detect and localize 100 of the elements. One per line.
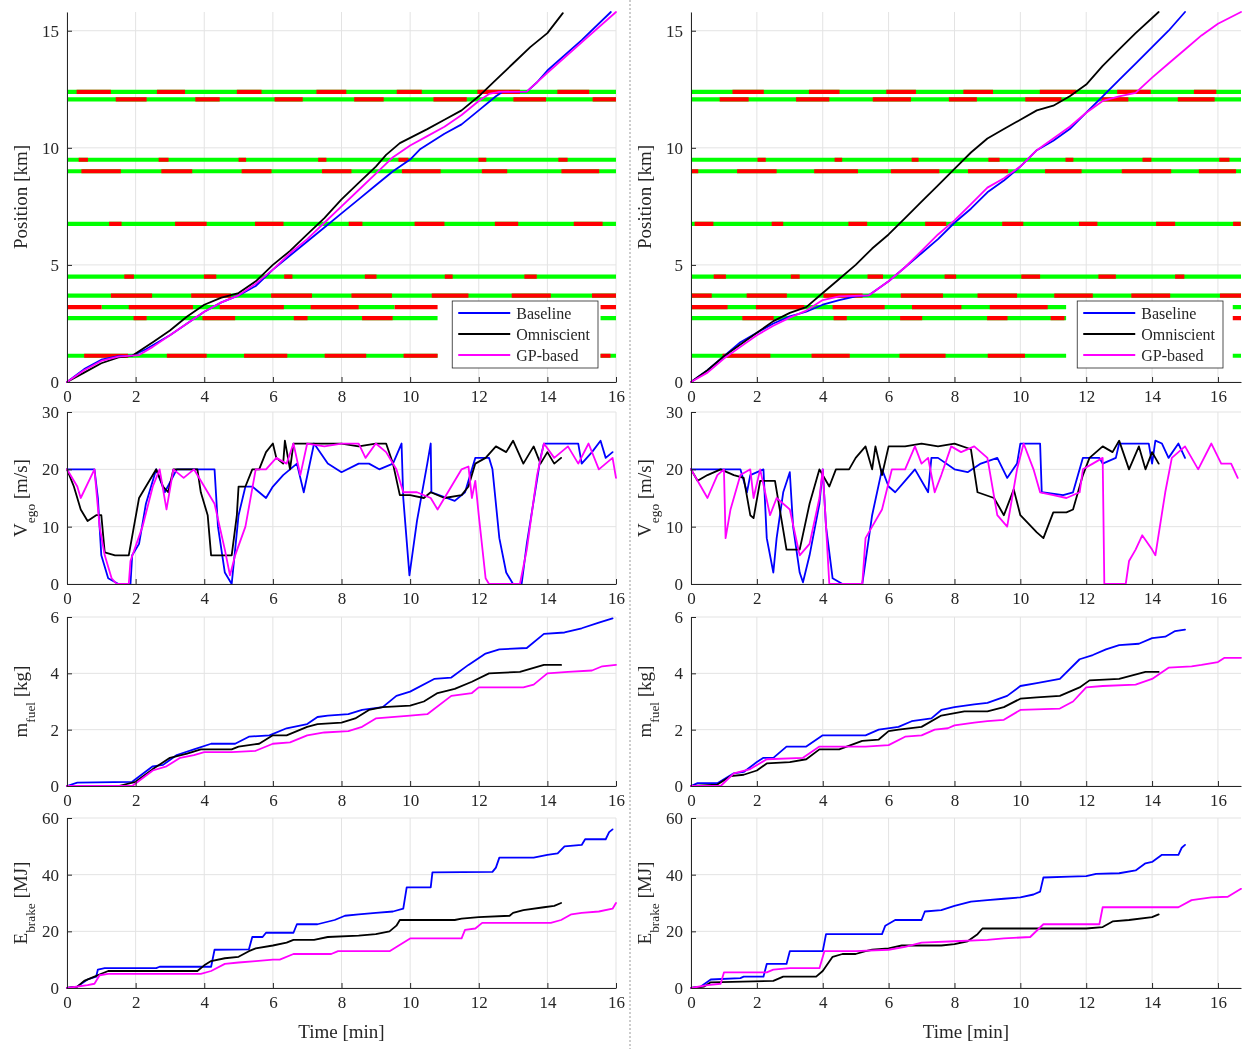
x-tick-label: 2 <box>753 589 762 609</box>
y-tick-label: 6 <box>50 607 59 627</box>
x-tick-label: 4 <box>200 791 210 811</box>
y-tick-label: 20 <box>42 922 59 942</box>
x-tick-label: 8 <box>950 993 960 1013</box>
x-tick-label: 6 <box>269 387 278 407</box>
x-tick-label: 12 <box>1078 387 1096 407</box>
y-tick-label: 0 <box>50 372 59 392</box>
x-tick-label: 2 <box>753 791 762 811</box>
x-tick-label: 4 <box>818 387 828 407</box>
x-tick-label: 14 <box>1144 993 1162 1013</box>
x-tick-label: 14 <box>1144 387 1162 407</box>
x-tick-label: 0 <box>687 387 696 407</box>
x-tick-label: 8 <box>337 387 347 407</box>
x-tick-label: 8 <box>950 387 960 407</box>
x-tick-label: 10 <box>1012 791 1030 811</box>
x-tick-label: 10 <box>402 993 420 1013</box>
legend-label: Baseline <box>516 304 572 322</box>
x-tick-label: 0 <box>63 993 72 1013</box>
y-tick-label: 2 <box>674 720 683 740</box>
x-axis-title: Time [min] <box>922 1021 1010 1042</box>
x-tick-label: 6 <box>269 993 278 1013</box>
x-tick-label: 12 <box>1078 791 1096 811</box>
x-tick-label: 6 <box>884 589 894 609</box>
legend-label: Omniscient <box>516 325 591 343</box>
y-tick-label: 60 <box>666 808 683 828</box>
y-tick-label: 20 <box>42 460 59 480</box>
x-tick-label: 8 <box>337 589 347 609</box>
x-tick-label: 0 <box>63 791 72 811</box>
x-tick-label: 2 <box>131 387 141 407</box>
y-tick-label: 2 <box>50 720 59 740</box>
y-tick-label: 4 <box>50 664 60 684</box>
y-tick-label: 10 <box>666 138 683 158</box>
x-tick-label: 8 <box>950 791 960 811</box>
y-axis-title: Position [km] <box>10 145 31 249</box>
x-tick-label: 6 <box>884 387 894 407</box>
x-tick-label: 6 <box>269 589 278 609</box>
y-tick-label: 0 <box>50 978 59 998</box>
y-tick-label: 60 <box>42 808 59 828</box>
x-axis-title: Time [min] <box>298 1021 385 1042</box>
x-tick-label: 16 <box>608 387 625 407</box>
y-tick-label: 30 <box>42 402 59 422</box>
x-tick-label: 6 <box>884 791 894 811</box>
x-tick-label: 2 <box>131 589 141 609</box>
y-tick-label: 30 <box>666 402 683 422</box>
x-tick-label: 16 <box>608 791 625 811</box>
y-tick-label: 20 <box>666 922 683 942</box>
x-tick-label: 16 <box>1209 791 1227 811</box>
x-tick-label: 4 <box>200 993 210 1013</box>
x-tick-label: 14 <box>1144 791 1162 811</box>
x-tick-label: 16 <box>608 589 625 609</box>
x-tick-label: 4 <box>200 387 210 407</box>
x-tick-label: 12 <box>470 791 488 811</box>
x-tick-label: 12 <box>1078 589 1096 609</box>
y-tick-label: 0 <box>674 372 683 392</box>
x-tick-label: 4 <box>818 589 828 609</box>
y-tick-label: 15 <box>42 21 59 41</box>
x-tick-label: 0 <box>63 387 72 407</box>
x-tick-label: 0 <box>687 993 696 1013</box>
x-tick-label: 14 <box>1144 589 1162 609</box>
y-tick-label: 40 <box>666 865 683 885</box>
x-tick-label: 12 <box>470 589 488 609</box>
y-tick-label: 20 <box>666 460 683 480</box>
y-tick-label: 0 <box>50 776 59 796</box>
y-tick-label: 10 <box>42 517 59 537</box>
y-tick-label: 0 <box>674 574 683 594</box>
x-tick-label: 10 <box>402 387 420 407</box>
x-tick-label: 12 <box>470 387 488 407</box>
x-tick-label: 12 <box>470 993 488 1013</box>
x-tick-label: 8 <box>337 993 347 1013</box>
x-tick-label: 16 <box>1209 387 1227 407</box>
x-tick-label: 4 <box>200 589 210 609</box>
y-tick-label: 40 <box>42 865 59 885</box>
x-tick-label: 10 <box>402 791 420 811</box>
x-tick-label: 16 <box>608 993 625 1013</box>
x-tick-label: 0 <box>63 589 72 609</box>
legend-label: GP-based <box>516 346 579 364</box>
y-tick-label: 5 <box>674 255 683 275</box>
legend-label: GP-based <box>1141 346 1204 364</box>
x-tick-label: 10 <box>1012 589 1030 609</box>
x-tick-label: 14 <box>539 993 557 1013</box>
legend-label: Baseline <box>1141 304 1197 322</box>
y-tick-label: 5 <box>50 255 59 275</box>
y-tick-label: 6 <box>674 607 683 627</box>
y-tick-label: 0 <box>674 776 683 796</box>
y-tick-label: 0 <box>50 574 59 594</box>
y-axis-title: Position [km] <box>634 145 655 249</box>
x-tick-label: 16 <box>1209 589 1227 609</box>
y-tick-label: 0 <box>674 978 683 998</box>
x-tick-label: 4 <box>818 993 828 1013</box>
x-tick-label: 8 <box>950 589 960 609</box>
y-tick-label: 15 <box>666 21 683 41</box>
x-tick-label: 6 <box>269 791 278 811</box>
x-tick-label: 14 <box>539 791 557 811</box>
y-tick-label: 10 <box>666 517 683 537</box>
x-tick-label: 2 <box>753 387 762 407</box>
x-tick-label: 14 <box>539 589 557 609</box>
x-tick-label: 12 <box>1078 993 1096 1013</box>
y-tick-label: 10 <box>42 138 59 158</box>
x-tick-label: 2 <box>131 993 141 1013</box>
